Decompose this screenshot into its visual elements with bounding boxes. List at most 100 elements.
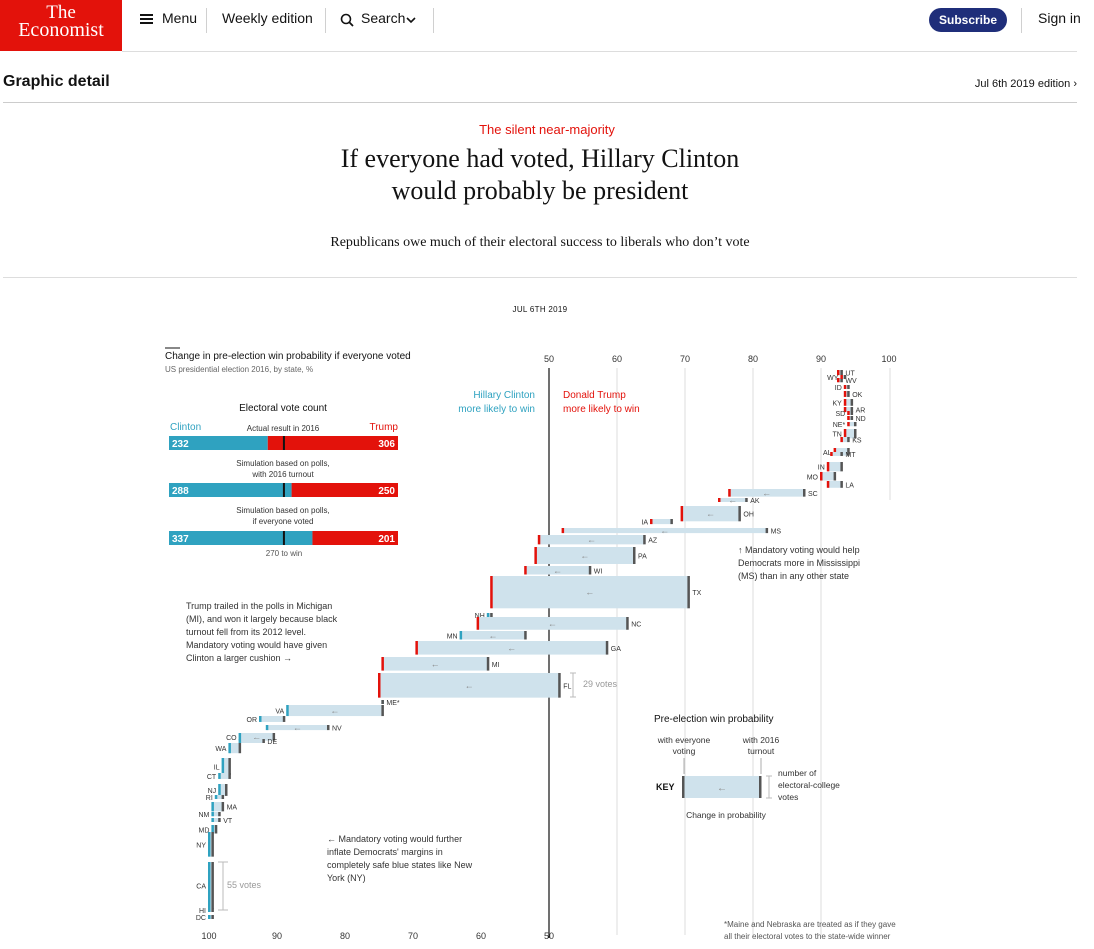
state-bar bbox=[538, 535, 645, 545]
state-turnout-marker bbox=[211, 915, 214, 919]
state-bar bbox=[562, 528, 767, 534]
state-everyone-marker bbox=[847, 411, 850, 415]
search-icon[interactable] bbox=[340, 13, 354, 27]
edition-link[interactable]: Jul 6th 2019 edition › bbox=[975, 78, 1077, 90]
clinton-bar bbox=[169, 531, 313, 545]
state-everyone-marker bbox=[476, 617, 480, 630]
state-label: NM bbox=[199, 812, 210, 819]
state-bar bbox=[838, 370, 842, 376]
trump-value: 306 bbox=[378, 439, 395, 450]
state-label: TX bbox=[692, 590, 701, 597]
state-everyone-marker bbox=[728, 489, 731, 497]
annotation-line: completely safe blue states like New bbox=[327, 860, 473, 870]
state-bar bbox=[239, 739, 264, 743]
state-bar bbox=[841, 437, 849, 443]
top-tick-label: 50 bbox=[544, 354, 554, 364]
annotation-line: Trump trailed in the polls in Michigan bbox=[186, 601, 332, 611]
search-button[interactable]: Search bbox=[361, 10, 406, 26]
state-arrow: ← bbox=[706, 509, 715, 519]
state-bar bbox=[382, 657, 488, 671]
state-bar bbox=[535, 547, 634, 564]
state-bar bbox=[209, 862, 213, 909]
annotation-line: Clinton a larger cushion → bbox=[186, 653, 292, 663]
state-label: WY bbox=[827, 375, 839, 382]
state-everyone-marker bbox=[718, 498, 721, 502]
state-arrow: ← bbox=[252, 732, 261, 742]
state-everyone-marker bbox=[826, 481, 830, 488]
economist-logo[interactable]: The Economist bbox=[0, 0, 122, 51]
headline-line-2: would probably be president bbox=[391, 176, 689, 205]
state-label: CO bbox=[226, 735, 237, 742]
state-everyone-marker bbox=[837, 370, 840, 376]
state-label: SD bbox=[835, 411, 845, 418]
state-turnout-marker bbox=[282, 716, 286, 722]
state-bar bbox=[219, 784, 226, 796]
state-turnout-marker bbox=[833, 472, 837, 481]
hamburger-menu-icon[interactable] bbox=[140, 14, 153, 24]
edition-label: Jul 6th 2019 edition bbox=[974, 78, 1071, 90]
state-label: WI bbox=[594, 568, 603, 575]
state-arrow: ← bbox=[660, 526, 669, 536]
section-title[interactable]: Graphic detail bbox=[3, 73, 110, 90]
key-everyone-2: voting bbox=[673, 746, 696, 756]
key-votes-3: votes bbox=[778, 792, 798, 802]
state-label: VA bbox=[275, 709, 284, 716]
state-everyone-marker bbox=[843, 399, 847, 406]
headline: If everyone had voted, Hillary Clinton w… bbox=[0, 143, 1080, 207]
subscribe-button[interactable]: Subscribe bbox=[929, 8, 1007, 32]
state-label: IA bbox=[641, 520, 648, 527]
state-bar bbox=[848, 416, 852, 420]
sign-in-link[interactable]: Sign in bbox=[1038, 10, 1081, 26]
state-turnout-marker bbox=[221, 802, 225, 812]
electoral-title: Electoral vote count bbox=[239, 403, 327, 414]
weekly-edition-link[interactable]: Weekly edition bbox=[222, 10, 313, 26]
state-label: GA bbox=[611, 646, 621, 653]
state-everyone-marker bbox=[208, 915, 211, 919]
state-label: HI bbox=[199, 908, 206, 915]
state-everyone-marker bbox=[211, 802, 214, 812]
state-everyone-marker bbox=[208, 862, 211, 909]
state-bar bbox=[838, 378, 842, 383]
trump-bar bbox=[267, 436, 398, 450]
state-everyone-marker bbox=[534, 547, 537, 564]
annotation-line: (MI), and won it largely because black bbox=[186, 614, 338, 624]
state-turnout-marker bbox=[218, 818, 221, 822]
state-bar bbox=[212, 812, 220, 817]
state-everyone-marker bbox=[214, 795, 218, 799]
state-bar bbox=[487, 613, 492, 617]
state-everyone-marker bbox=[833, 448, 837, 456]
top-axis: 50 60 70 80 90 100 bbox=[544, 354, 897, 364]
state-everyone-marker bbox=[211, 818, 214, 822]
top-tick-label: 80 bbox=[748, 354, 758, 364]
state-turnout-marker bbox=[228, 758, 231, 775]
annotation-line: turnout fell from its 2012 level. bbox=[186, 627, 306, 637]
state-label: MT bbox=[845, 452, 856, 459]
state-turnout-marker bbox=[854, 422, 857, 427]
state-label: ME* bbox=[386, 700, 400, 707]
state-bar bbox=[651, 519, 672, 525]
state-turnout-marker bbox=[643, 535, 646, 545]
state-everyone-marker bbox=[837, 378, 840, 383]
state-bar bbox=[215, 795, 223, 799]
state-bar bbox=[848, 411, 852, 415]
state-everyone-marker bbox=[843, 429, 847, 439]
bottom-tick-label: 60 bbox=[476, 931, 486, 941]
state-label: AL bbox=[823, 450, 832, 457]
state-everyone-marker bbox=[843, 407, 847, 413]
state-bar bbox=[844, 399, 852, 406]
state-everyone-marker bbox=[218, 784, 221, 796]
logo-line-1: The bbox=[46, 2, 76, 23]
state-label: ND bbox=[856, 416, 866, 423]
state-label: LA bbox=[845, 482, 854, 489]
state-label: AK bbox=[750, 498, 760, 505]
state-bar bbox=[239, 733, 274, 741]
bottom-tick-label: 90 bbox=[272, 931, 282, 941]
menu-button[interactable]: Menu bbox=[162, 10, 198, 26]
chevron-down-icon[interactable] bbox=[406, 16, 416, 24]
state-arrow: ← bbox=[548, 618, 557, 628]
state-bar bbox=[525, 566, 590, 575]
clinton-direction-2: more likely to win bbox=[458, 404, 535, 415]
state-everyone-marker bbox=[218, 773, 221, 779]
state-label: NJ bbox=[208, 788, 217, 795]
state-label: VT bbox=[223, 818, 233, 825]
